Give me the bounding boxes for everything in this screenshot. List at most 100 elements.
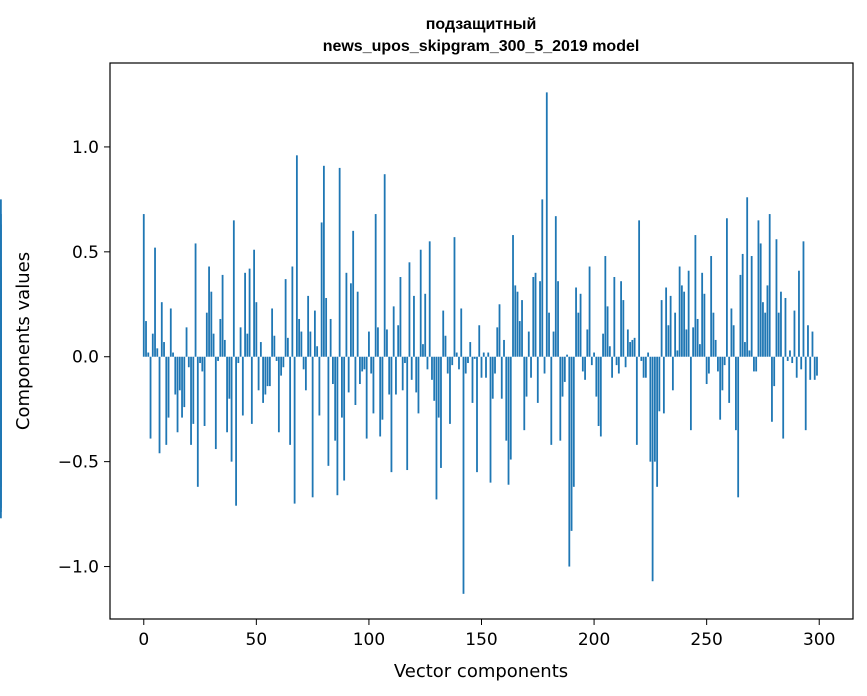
bar [284, 279, 287, 357]
bar [662, 356, 665, 414]
bar [417, 356, 420, 414]
bar [687, 270, 690, 357]
bar [685, 329, 688, 357]
bar [158, 356, 161, 454]
bar [350, 283, 352, 357]
bar [192, 356, 195, 424]
bar [717, 356, 719, 372]
bar [730, 308, 733, 357]
bar [199, 356, 201, 364]
bar [336, 356, 339, 496]
bar [473, 356, 476, 359]
bar [744, 342, 746, 357]
bar [262, 356, 264, 403]
bar [327, 356, 330, 466]
bar [759, 243, 762, 357]
bar [0, 356, 2, 380]
bar [210, 291, 213, 357]
bar [325, 297, 328, 357]
bar [554, 216, 557, 357]
bar [446, 356, 449, 374]
bar [631, 339, 634, 357]
bar [232, 220, 235, 357]
bar [214, 356, 217, 450]
bar [800, 356, 803, 370]
bar [237, 356, 240, 364]
bar [399, 277, 402, 357]
bar [183, 356, 186, 408]
bar [804, 356, 807, 431]
bar [676, 350, 679, 357]
bar [485, 356, 487, 378]
bar [739, 274, 742, 357]
bar [440, 356, 442, 468]
bar [203, 356, 206, 426]
x-tick-label: 50 [246, 630, 268, 650]
bar [298, 318, 301, 357]
bar [478, 325, 481, 357]
bar [696, 318, 699, 357]
bar [280, 356, 283, 376]
bar [703, 293, 706, 357]
bar [377, 327, 379, 357]
bar [588, 266, 591, 357]
bar [712, 312, 715, 357]
bar [221, 274, 224, 357]
bar [223, 339, 226, 357]
bar [217, 356, 219, 361]
bar [570, 356, 573, 531]
bar [541, 199, 544, 357]
bar [721, 356, 724, 391]
bar [766, 285, 769, 357]
bar [145, 321, 147, 357]
bar [647, 352, 650, 357]
bar [550, 356, 553, 445]
bar [476, 356, 478, 473]
bar [295, 155, 298, 357]
bar [611, 356, 613, 378]
y-axis-ticks: −1.0 −0.5 0.0 0.5 1.0 [58, 138, 110, 578]
bar [156, 348, 159, 357]
bar [735, 356, 737, 431]
bar [374, 214, 377, 357]
x-axis-ticks: 0 50 100 150 200 250 300 [138, 619, 835, 650]
bar [590, 356, 593, 366]
bar [692, 327, 695, 357]
bar [525, 356, 528, 397]
bar [424, 293, 427, 357]
bar [318, 356, 321, 416]
bar [149, 356, 152, 439]
bar [275, 356, 278, 361]
bar [381, 356, 384, 420]
x-tick-label: 250 [690, 630, 722, 650]
chart-title-line-1: подзащитный [426, 16, 537, 33]
bar [532, 277, 535, 357]
bar [408, 262, 411, 357]
bar [442, 310, 445, 357]
bar [167, 356, 170, 418]
bar [205, 312, 208, 357]
bar [762, 302, 764, 357]
bar [660, 300, 663, 357]
bar [458, 356, 460, 370]
bar [386, 329, 388, 357]
bar [521, 300, 523, 357]
bar [748, 350, 751, 357]
bar [811, 331, 814, 357]
bar [289, 356, 292, 445]
bar [500, 356, 503, 399]
y-tick-label: 0.5 [72, 243, 99, 263]
bar [422, 344, 424, 357]
bar [764, 312, 767, 357]
bar [527, 331, 530, 357]
bar [701, 272, 704, 357]
bar [449, 356, 451, 424]
bar [534, 272, 537, 357]
bar [311, 356, 314, 498]
bar [426, 356, 429, 370]
bar [584, 356, 586, 380]
bar [185, 327, 188, 357]
bar [341, 356, 343, 418]
bar [302, 356, 305, 370]
